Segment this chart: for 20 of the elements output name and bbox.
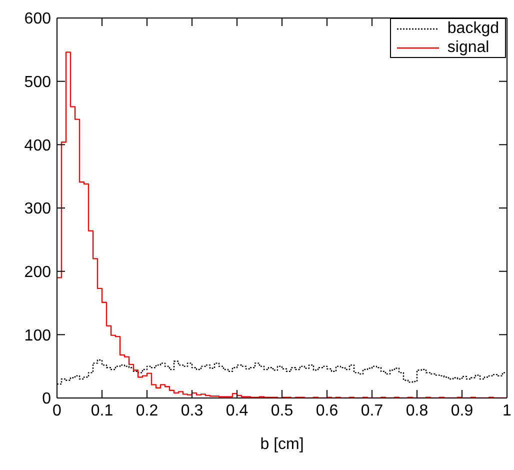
x-tick-label: 0.6 bbox=[316, 402, 338, 420]
legend-label: backgd bbox=[447, 19, 499, 38]
y-tick-label: 400 bbox=[24, 137, 52, 154]
x-tick-label: 0.2 bbox=[136, 402, 158, 420]
y-tick-label: 500 bbox=[24, 74, 52, 92]
x-tick-label: 0.8 bbox=[406, 402, 428, 420]
y-tick-label: 600 bbox=[24, 10, 52, 28]
x-tick-label: 0.3 bbox=[180, 402, 204, 420]
y-tick-label: 0 bbox=[42, 390, 52, 408]
x-tick-label: 0.9 bbox=[450, 402, 474, 420]
y-tick-label: 100 bbox=[24, 327, 52, 344]
x-tick-label: 1 bbox=[502, 402, 512, 420]
x-tick-label: 0.4 bbox=[226, 402, 248, 420]
y-tick-label: 200 bbox=[24, 264, 52, 282]
y-tick-label: 300 bbox=[24, 200, 52, 218]
x-tick-label: 0.7 bbox=[360, 402, 384, 420]
x-tick-label: 0.5 bbox=[270, 402, 294, 420]
legend-label: signal bbox=[447, 38, 490, 57]
x-axis-title: b [cm] bbox=[260, 436, 304, 453]
x-tick-label: 0.1 bbox=[90, 402, 114, 420]
